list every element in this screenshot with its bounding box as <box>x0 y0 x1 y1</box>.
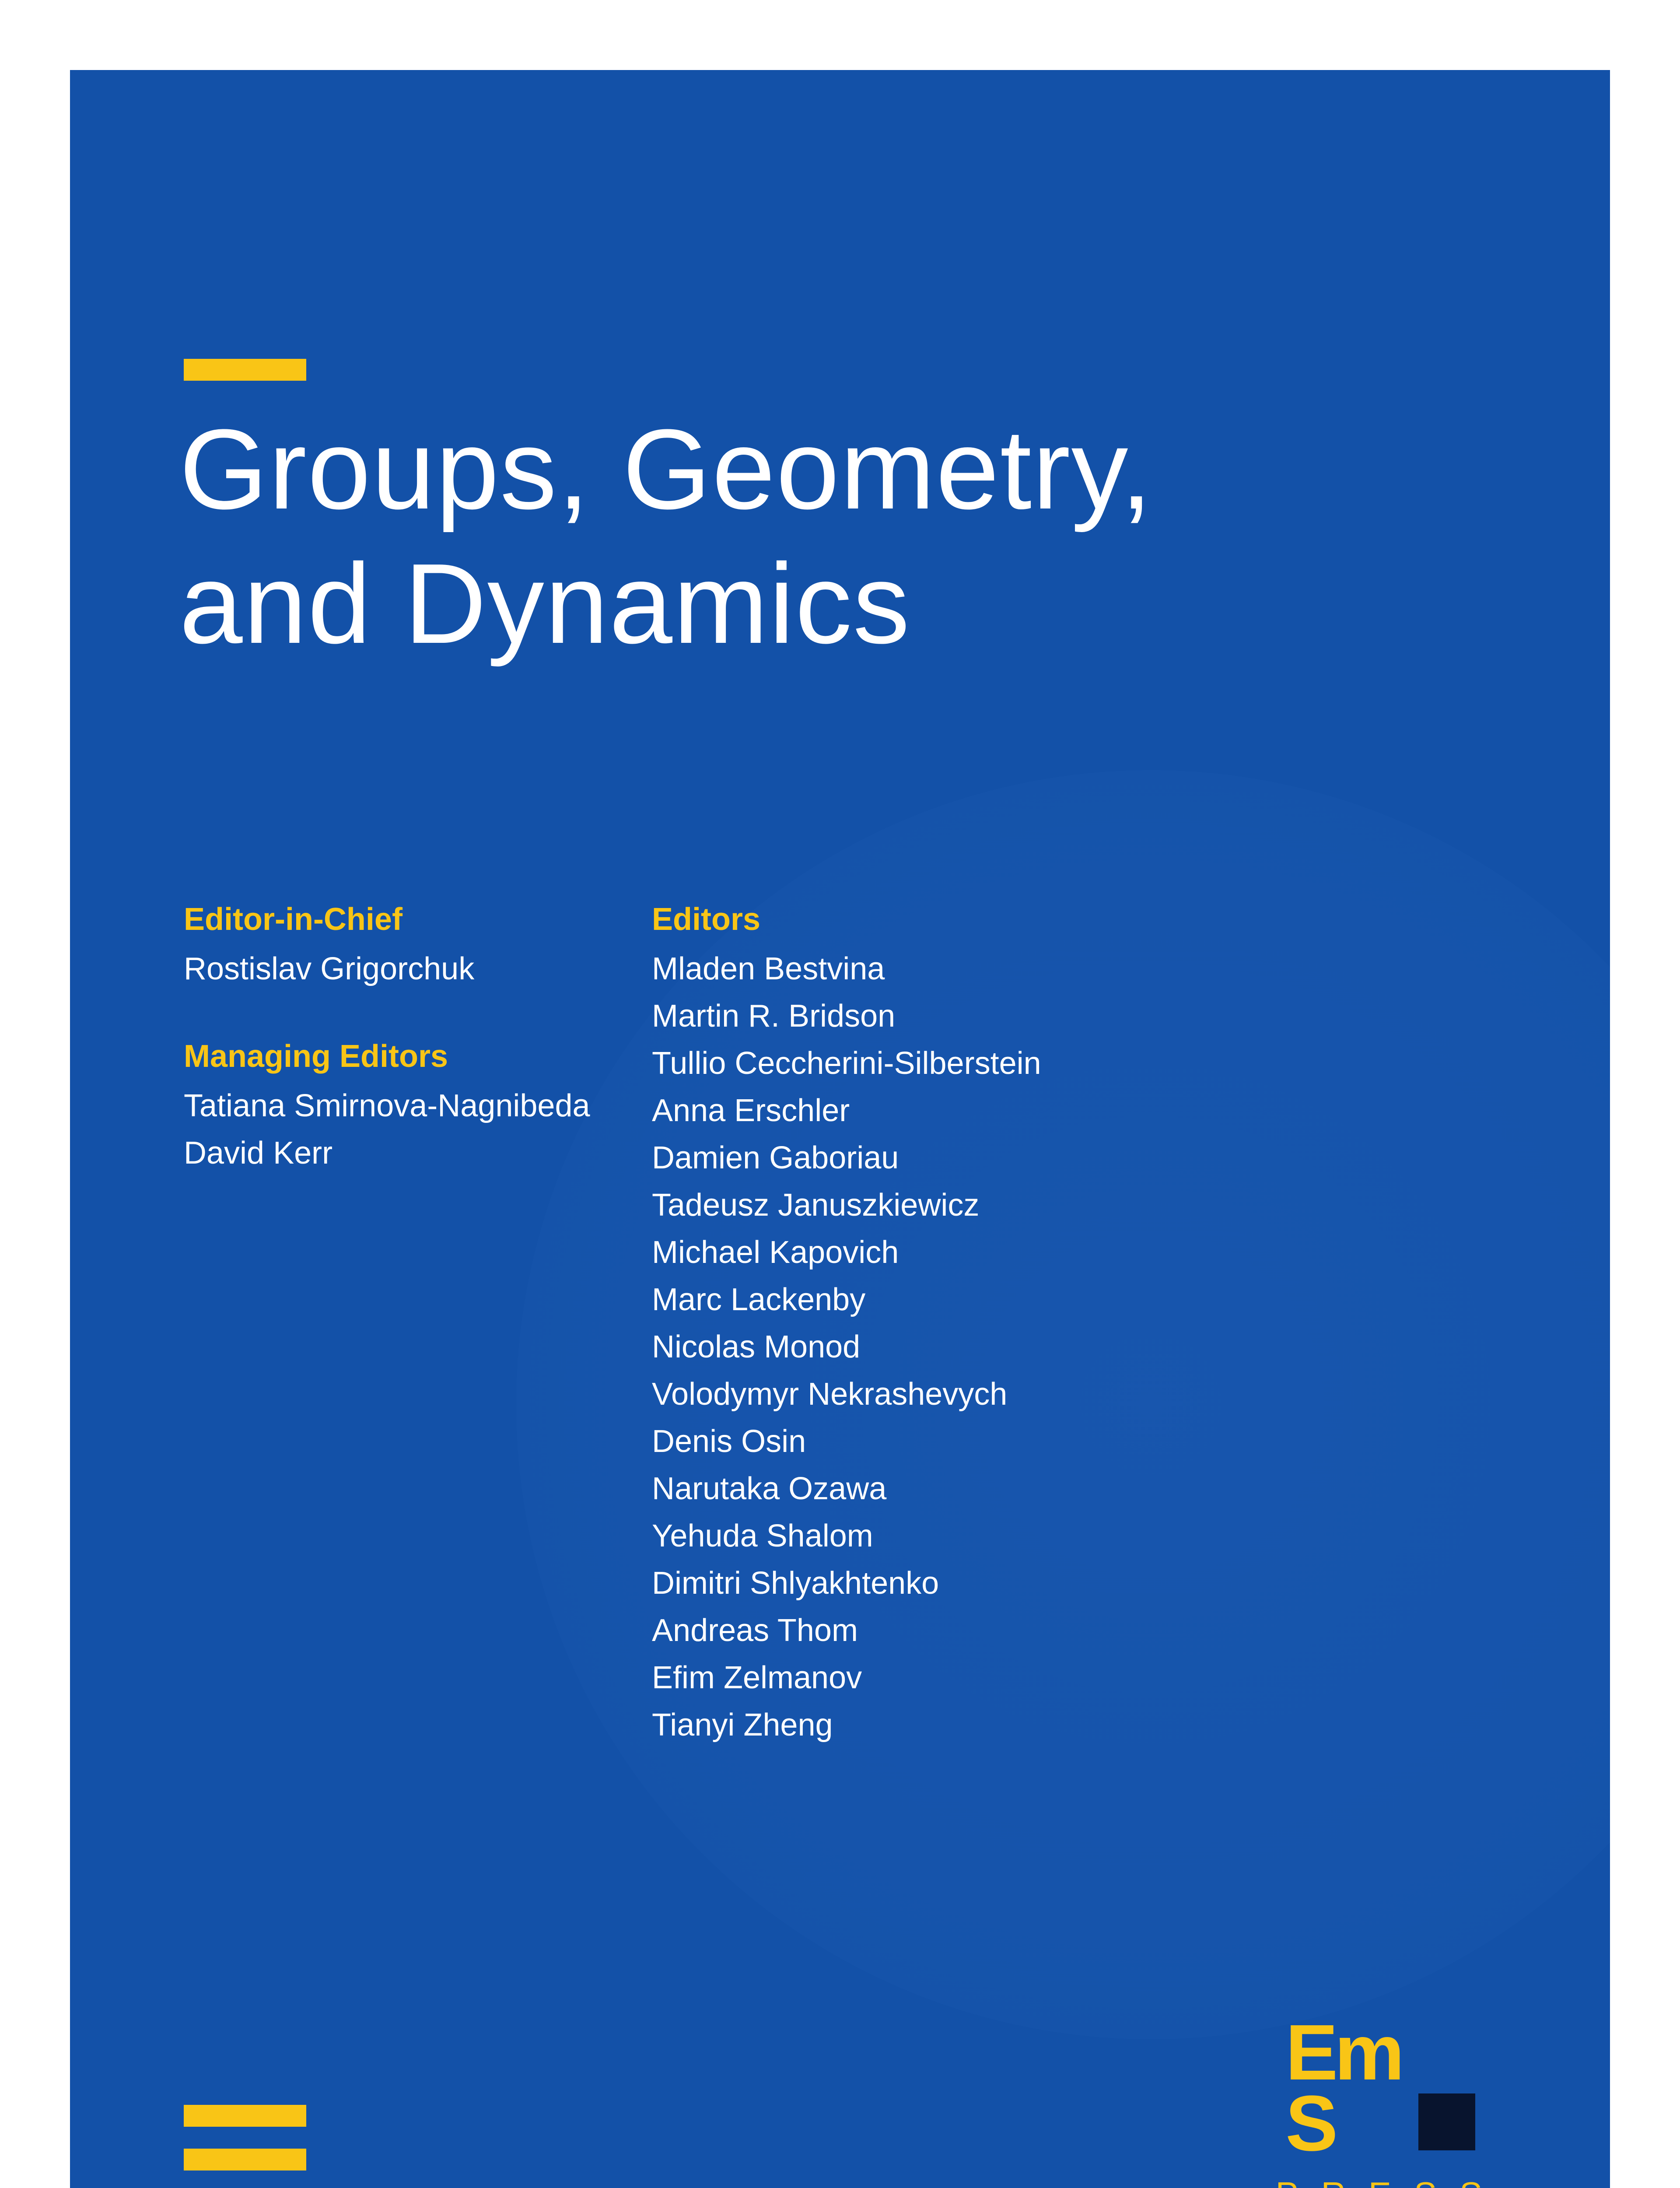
bottom-accent-bars <box>184 2105 306 2170</box>
editor-columns: Editor-in-Chief Rostislav Grigorchuk Man… <box>184 901 1177 1749</box>
editor-name: Mladen Bestvina <box>652 945 1177 992</box>
title-accent-bar <box>184 359 306 381</box>
editor-name: Narutaka Ozawa <box>652 1465 1177 1512</box>
editor-in-chief-heading: Editor-in-Chief <box>184 901 652 937</box>
editor-name: Nicolas Monod <box>652 1323 1177 1371</box>
editor-name: Efim Zelmanov <box>652 1654 1177 1701</box>
logo-letter-m: m <box>1334 2017 1401 2088</box>
editor-name: Denis Osin <box>652 1418 1177 1465</box>
logo-row-1: E m <box>1285 2017 1401 2088</box>
editor-name: Yehuda Shalom <box>652 1512 1177 1560</box>
section-spacer <box>184 992 652 1038</box>
editor-name: Marc Lackenby <box>652 1276 1177 1323</box>
journal-title: Groups, Geometry, and Dynamics <box>179 403 1153 671</box>
editor-name: Tianyi Zheng <box>652 1701 1177 1749</box>
editor-name: Michael Kapovich <box>652 1229 1177 1276</box>
logo-letters: E m S <box>1285 2017 1401 2159</box>
editor-name: Volodymyr Nekrashevych <box>652 1371 1177 1418</box>
logo-row-2: S <box>1285 2088 1401 2159</box>
editor-name: Dimitri Shlyakhtenko <box>652 1560 1177 1607</box>
managing-editor-name: David Kerr <box>184 1129 652 1177</box>
title-line-2: and Dynamics <box>179 537 1153 671</box>
logo-letter-s: S <box>1285 2088 1334 2159</box>
right-column: Editors Mladen Bestvina Martin R. Bridso… <box>652 901 1177 1749</box>
logo-press-text: PRESS <box>1256 2174 1505 2188</box>
editor-name: Tadeusz Januszkiewicz <box>652 1182 1177 1229</box>
editor-name: Anna Erschler <box>652 1087 1177 1134</box>
accent-bar <box>184 2105 306 2127</box>
editor-name: Andreas Thom <box>652 1607 1177 1654</box>
editor-in-chief-name: Rostislav Grigorchuk <box>184 945 652 992</box>
left-column: Editor-in-Chief Rostislav Grigorchuk Man… <box>184 901 652 1749</box>
editor-name: Tullio Ceccherini-Silberstein <box>652 1040 1177 1087</box>
logo-square-icon <box>1418 2093 1475 2150</box>
title-line-1: Groups, Geometry, <box>179 403 1153 537</box>
managing-editors-heading: Managing Editors <box>184 1038 652 1074</box>
managing-editor-name: Tatiana Smirnova-Nagnibeda <box>184 1082 652 1129</box>
accent-bar <box>184 2149 306 2170</box>
logo-letter-e: E <box>1285 2017 1334 2088</box>
ems-press-logo: E m S PRESS <box>1256 2017 1505 2188</box>
editors-heading: Editors <box>652 901 1177 937</box>
editor-name: Martin R. Bridson <box>652 992 1177 1040</box>
journal-cover: Groups, Geometry, and Dynamics Editor-in… <box>70 70 1610 2188</box>
logo-top-row: E m S <box>1285 2017 1475 2159</box>
editor-name: Damien Gaboriau <box>652 1134 1177 1182</box>
